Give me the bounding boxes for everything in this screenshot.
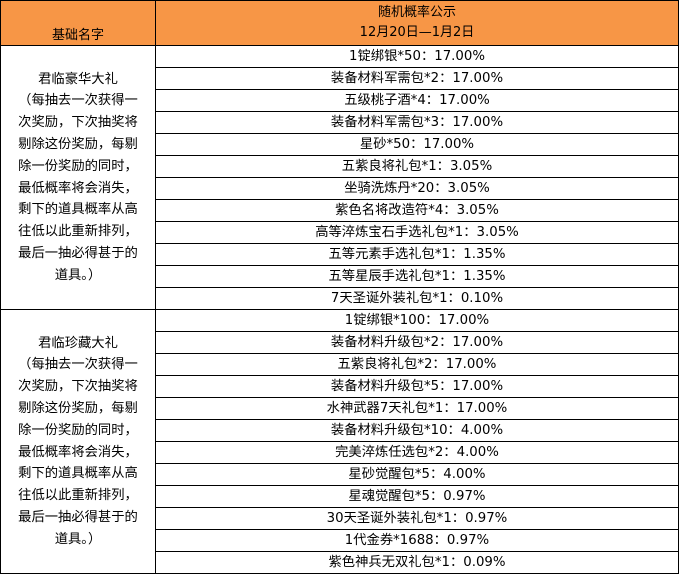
gift-note-line: 剩下的道具概率从高 [18,466,138,482]
reward-item: 完美淬炼任选包*2：4.00% [155,441,679,464]
reward-item: 30天圣诞外装礼包*1：0.97% [155,507,679,530]
probability-column-header: 随机概率公示 12月20日—1月2日 [155,0,679,46]
table-row: 装备材料升级包*5：17.00% [1,375,679,398]
reward-item: 五紫良将礼包*1：3.05% [155,155,679,178]
gift-note-line: 次奖励，下次抽奖将 [18,379,138,395]
gift-note-line: 除一份奖励的同时， [18,158,138,174]
table-row: 装备材料升级包*10：4.00% [1,419,679,442]
gift-note-line: 次奖励，下次抽奖将 [18,115,138,131]
reward-item: 1锭绑银*100：17.00% [155,309,679,332]
reward-item: 五紫良将礼包*2：17.00% [155,353,679,376]
reward-item: 高等淬炼宝石手选礼包*1：3.05% [155,221,679,244]
table-row: 五等元素手选礼包*1：1.35% [1,243,679,266]
gift-name: 君临豪华大礼 [38,71,118,87]
reward-item: 坐骑洗炼丹*20：3.05% [155,177,679,200]
table-title: 随机概率公示 [377,5,456,20]
table-row: 君临豪华大礼 （每抽去一次获得一 次奖励，下次抽奖将 剔除这份奖励，每剔 除一份奖励的同… [0,45,679,310]
gift-note-line: （每抽去一次获得一 [18,93,138,109]
table-row: 完美淬炼任选包*2：4.00% [1,441,679,464]
table-body: 君临豪华大礼 （每抽去一次获得一 次奖励，下次抽奖将 剔除这份奖励，每剔 除一份奖励的同… [0,45,679,574]
reward-item: 水神武器7天礼包*1：17.00% [155,397,679,420]
reward-item: 五等元素手选礼包*1：1.35% [155,243,679,266]
table-row: 五紫良将礼包*1：3.05% [1,155,679,178]
table-row: 五紫良将礼包*2：17.00% [1,353,679,376]
date-range: 12月20日—1月2日 [359,25,475,40]
reward-item: 紫色神兵无双礼包*1：0.09% [155,551,679,574]
gift-name: 君临珍藏大礼 [38,335,118,351]
gift-note-line: 往低以此重新排列， [18,224,138,240]
gift-note-line: 道具。） [54,531,102,547]
reward-item: 装备材料升级包*10：4.00% [155,419,679,442]
gift-note-line: 最低概率将会消失， [18,444,138,460]
reward-item: 五级桃子酒*4：17.00% [155,89,679,112]
table-row: 30天圣诞外装礼包*1：0.97% [1,507,679,530]
reward-item: 1代金券*1688：0.97% [155,529,679,552]
reward-item: 1锭绑银*50：17.00% [155,45,679,68]
gift-note-line: 最后一抽必得甚于的 [18,245,138,261]
reward-item: 装备材料军需包*3：17.00% [155,111,679,134]
table-row: 君临珍藏大礼 （每抽去一次获得一 次奖励，下次抽奖将 剔除这份奖励，每剔 除一份奖励的同… [0,309,679,574]
reward-item: 星砂觉醒包*5：4.00% [155,463,679,486]
gift-name-cell: 君临珍藏大礼 （每抽去一次获得一 次奖励，下次抽奖将 剔除这份奖励，每剔 除一份奖励的同… [0,309,156,574]
reward-item: 紫色名将改造符*4：3.05% [155,199,679,222]
gift-note-line: 剩下的道具概率从高 [18,202,138,218]
reward-item: 装备材料军需包*2：17.00% [155,67,679,90]
gift-note-line: （每抽去一次获得一 [18,357,138,373]
reward-item: 装备材料升级包*5：17.00% [155,375,679,398]
reward-item: 星魂觉醒包*5：0.97% [155,485,679,508]
gift-note-line: 剔除这份奖励，每剔 [18,400,138,416]
gift-note-line: 最低概率将会消失， [18,180,138,196]
gift-note-line: 剔除这份奖励，每剔 [18,136,138,152]
gift-note-line: 往低以此重新排列， [18,488,138,504]
reward-item: 星砂*50：17.00% [155,133,679,156]
table-row: 1代金券*1688：0.97% [1,529,679,552]
gift-note-line: 道具。） [54,267,102,283]
reward-item: 装备材料升级包*2：17.00% [155,331,679,354]
table-row: 星砂觉醒包*5：4.00% [1,463,679,486]
gift-note-line: 最后一抽必得甚于的 [18,509,138,525]
name-column-header: 基础名字 [0,0,156,46]
header-row: 基础名字 随机概率公示 12月20日—1月2日 [0,0,679,46]
reward-item: 7天圣诞外装礼包*1：0.10% [155,287,679,310]
gift-name-cell: 君临豪华大礼 （每抽去一次获得一 次奖励，下次抽奖将 剔除这份奖励，每剔 除一份奖励的同… [0,45,156,310]
reward-item: 五等星辰手选礼包*1：1.35% [155,265,679,288]
gift-note-line: 除一份奖励的同时， [18,422,138,438]
